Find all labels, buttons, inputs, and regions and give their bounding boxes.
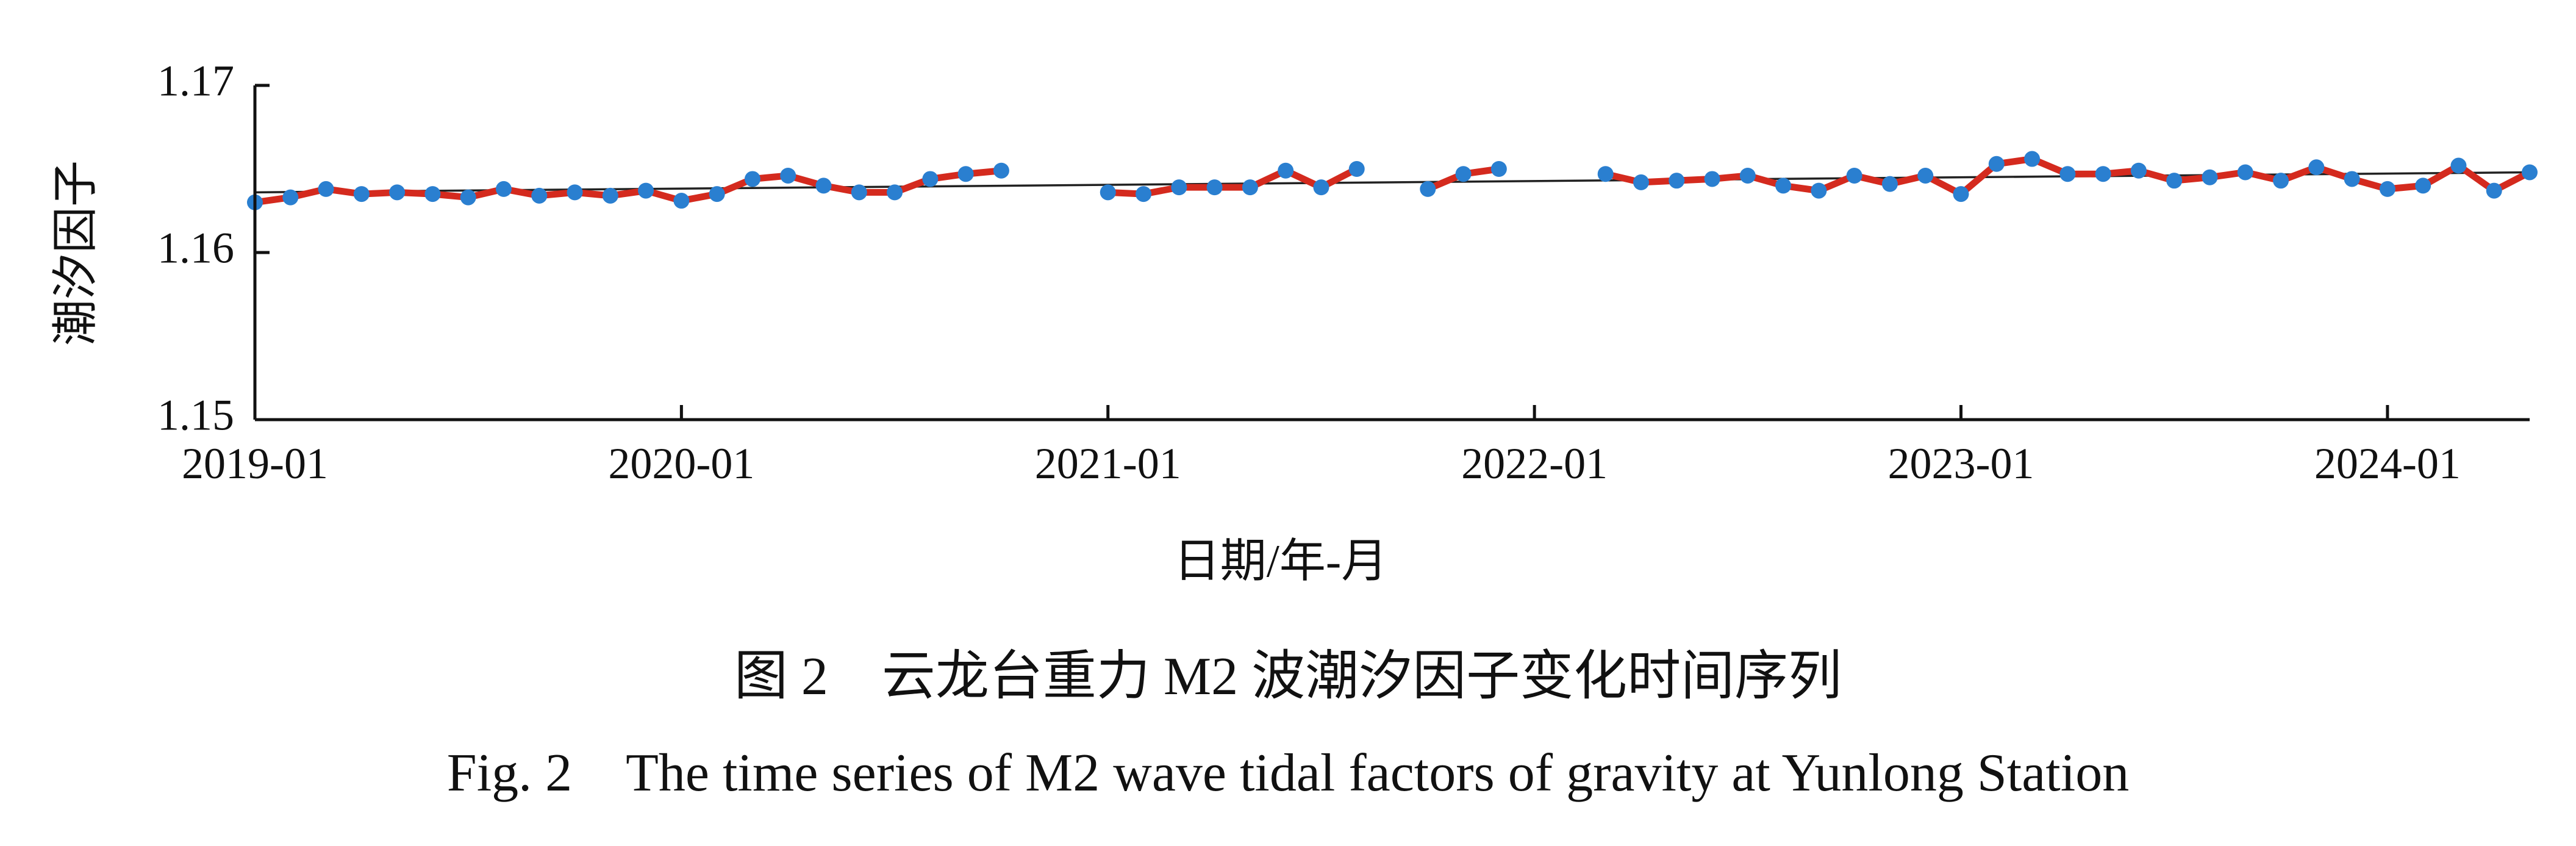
x-ticks: 2019-01 2020-01 2021-01 2022-01 2023-01 2024-… xyxy=(182,405,2461,488)
caption-english: Fig. 2 The time series of M2 wave tidal … xyxy=(447,744,2129,803)
data-point xyxy=(1739,167,1756,184)
data-point xyxy=(1846,167,1862,184)
data-point xyxy=(2273,173,2289,189)
data-point xyxy=(1313,179,1329,196)
data-point xyxy=(673,193,690,209)
data-point xyxy=(709,186,725,203)
data-point xyxy=(922,171,939,187)
data-point xyxy=(1775,177,1792,194)
data-point xyxy=(1597,166,1614,182)
data-point xyxy=(1633,174,1649,190)
data-point xyxy=(1988,156,2005,172)
data-point xyxy=(353,186,370,203)
data-point xyxy=(2415,177,2431,194)
data-point xyxy=(1669,173,1685,189)
data-point xyxy=(851,184,867,201)
data-point xyxy=(2059,166,2076,182)
data-point xyxy=(1100,184,1116,201)
y-tick-label: 1.15 xyxy=(157,391,234,440)
data-point xyxy=(1420,181,1436,197)
data-point xyxy=(460,189,476,206)
data-point xyxy=(957,166,974,182)
data-point xyxy=(318,181,334,197)
x-tick-label: 2019-01 xyxy=(182,439,328,488)
x-tick-label: 2020-01 xyxy=(608,439,754,488)
data-point xyxy=(2166,173,2183,189)
data-point xyxy=(389,184,406,201)
data-point xyxy=(1136,186,1152,203)
y-ticks: 1.15 1.16 1.17 xyxy=(157,57,270,440)
data-point xyxy=(1171,179,1187,196)
data-point xyxy=(1811,182,1827,199)
x-tick-label: 2021-01 xyxy=(1035,439,1181,488)
plot-area xyxy=(247,151,2538,210)
data-point xyxy=(2202,169,2218,185)
data-point xyxy=(780,167,796,184)
y-tick-label: 1.17 xyxy=(157,57,234,106)
data-point xyxy=(282,189,299,206)
data-point xyxy=(1953,186,1969,203)
data-point xyxy=(495,181,512,197)
data-point xyxy=(531,187,548,204)
marker-layer xyxy=(247,151,2538,210)
data-point xyxy=(2130,162,2147,179)
data-point xyxy=(602,187,618,204)
data-point xyxy=(993,162,1009,179)
data-point xyxy=(567,184,583,201)
data-point xyxy=(2450,157,2467,174)
data-point xyxy=(1455,166,1472,182)
data-point xyxy=(2237,164,2253,181)
data-point xyxy=(1881,176,1898,192)
data-point xyxy=(1278,162,1294,179)
data-point xyxy=(887,184,903,201)
x-axis-title: 日期/年-月 xyxy=(1174,536,1387,587)
data-point xyxy=(638,182,654,199)
data-point xyxy=(1348,161,1365,177)
data-point xyxy=(1242,179,1258,196)
x-tick-label: 2024-01 xyxy=(2314,439,2461,488)
data-point xyxy=(2308,159,2325,176)
data-point xyxy=(1206,179,1223,196)
data-point xyxy=(1704,171,1720,187)
data-point xyxy=(2024,151,2041,167)
y-tick-label: 1.16 xyxy=(157,224,234,273)
y-axis-title: 潮汐因子 xyxy=(50,160,101,346)
data-point xyxy=(2379,181,2395,197)
data-point xyxy=(1490,161,1507,177)
x-tick-label: 2022-01 xyxy=(1461,439,1608,488)
data-point xyxy=(2095,166,2111,182)
data-point xyxy=(2486,182,2502,199)
data-point xyxy=(744,171,760,187)
data-point xyxy=(1917,167,1934,184)
data-point xyxy=(815,177,832,194)
data-point xyxy=(2522,164,2538,181)
x-tick-label: 2023-01 xyxy=(1888,439,2034,488)
caption-chinese: 图 2 云龙台重力 M2 波潮汐因子变化时间序列 xyxy=(734,647,1842,706)
data-point xyxy=(424,186,441,203)
data-point xyxy=(2344,171,2360,187)
